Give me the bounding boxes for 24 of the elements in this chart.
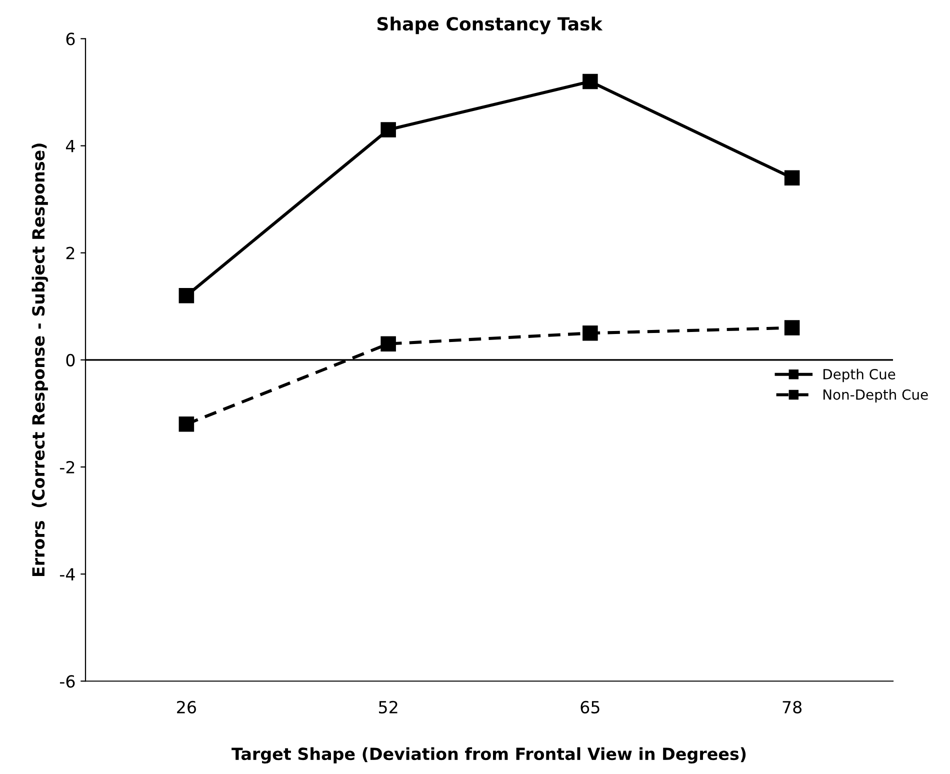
point (582, 74, 598, 90)
point (582, 326, 598, 341)
y-tick-label: 2 (66, 246, 74, 260)
point (380, 122, 396, 138)
x-tick-label: 78 (782, 700, 802, 714)
point (178, 288, 194, 304)
point (178, 416, 194, 432)
y-tick-label: -4 (60, 568, 75, 580)
chart-title: Shape Constancy Task (377, 16, 603, 34)
point (784, 320, 800, 336)
x-axis-title: Target Shape (Deviation from Frontal View in Degrees) (232, 747, 746, 764)
y-tick-label: -6 (60, 675, 75, 688)
legend-label: Non-Depth Cue (823, 389, 928, 403)
point (380, 336, 396, 352)
y-tick-label: -2 (60, 460, 74, 474)
legend-label: Depth Cue (823, 368, 896, 382)
x-tick-label: 52 (378, 700, 398, 714)
x-tick-label: 26 (177, 700, 196, 714)
y-tick-label: 4 (66, 140, 75, 152)
y-axis-title: Errors (Correct Response - Subject Response) (32, 144, 48, 576)
y-tick-label: 0 (66, 354, 75, 366)
point (784, 170, 800, 186)
x-tick-label: 65 (580, 700, 600, 714)
y-tick-label: 6 (66, 32, 75, 46)
